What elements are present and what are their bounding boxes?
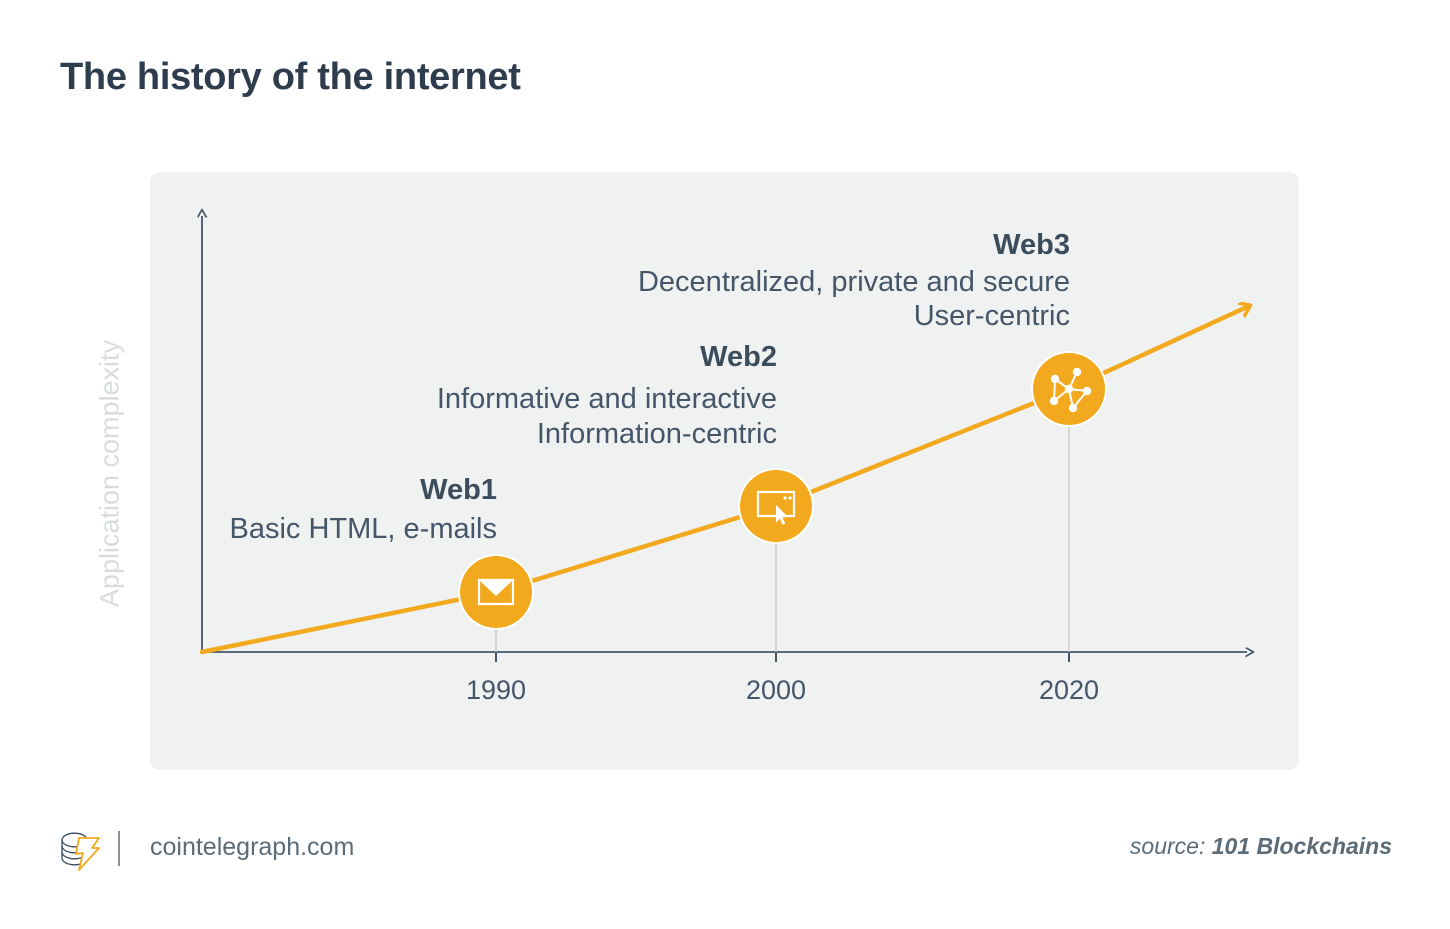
svg-text:Informative and interactive: Informative and interactive xyxy=(437,383,777,415)
svg-text:Information-centric: Information-centric xyxy=(537,418,777,450)
svg-text:1990: 1990 xyxy=(466,675,526,705)
svg-text:Basic HTML, e-mails: Basic HTML, e-mails xyxy=(230,513,498,545)
svg-text:Web2: Web2 xyxy=(700,341,777,373)
svg-text:Web1: Web1 xyxy=(420,474,497,506)
svg-text:2020: 2020 xyxy=(1039,675,1099,705)
svg-text:Web3: Web3 xyxy=(993,229,1070,261)
svg-text:Decentralized, private and sec: Decentralized, private and secure xyxy=(638,266,1070,298)
svg-text:2000: 2000 xyxy=(746,675,806,705)
svg-text:User-centric: User-centric xyxy=(914,300,1070,332)
